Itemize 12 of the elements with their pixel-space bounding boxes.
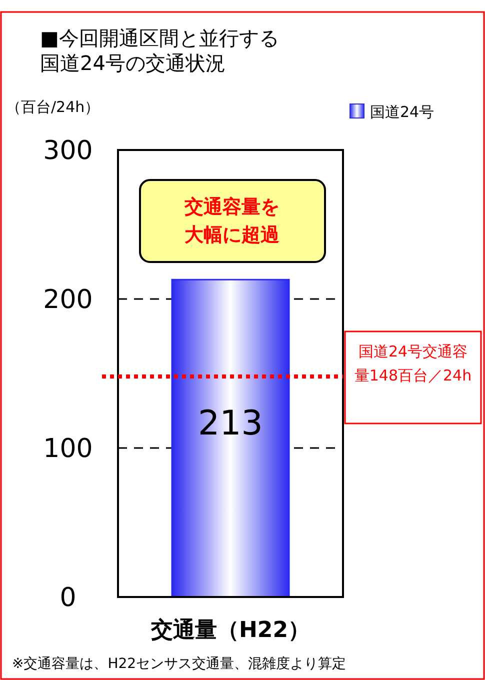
y-axis-title: （百台/24h） bbox=[6, 98, 100, 116]
y-tick-label: 300 bbox=[43, 136, 93, 166]
ref-line-label: 国道24号交通容量148百台／24h bbox=[354, 342, 472, 384]
data-label: 213 bbox=[198, 403, 263, 444]
y-tick-label: 200 bbox=[43, 285, 93, 315]
chart-title: ■今回開通区間と並行する国道24号の交通状況 bbox=[40, 26, 279, 75]
y-tick-label: 100 bbox=[43, 434, 93, 464]
text: ※交通容量は、H22センサス交通量、混雑度より算定 bbox=[12, 656, 346, 672]
legend-label: 国道24号 bbox=[370, 103, 434, 121]
y-tick-label: 0 bbox=[60, 583, 76, 613]
annotation: 交通容量を大幅に超過 bbox=[184, 196, 280, 246]
x-tick-label: 交通量（H22） bbox=[150, 617, 310, 643]
